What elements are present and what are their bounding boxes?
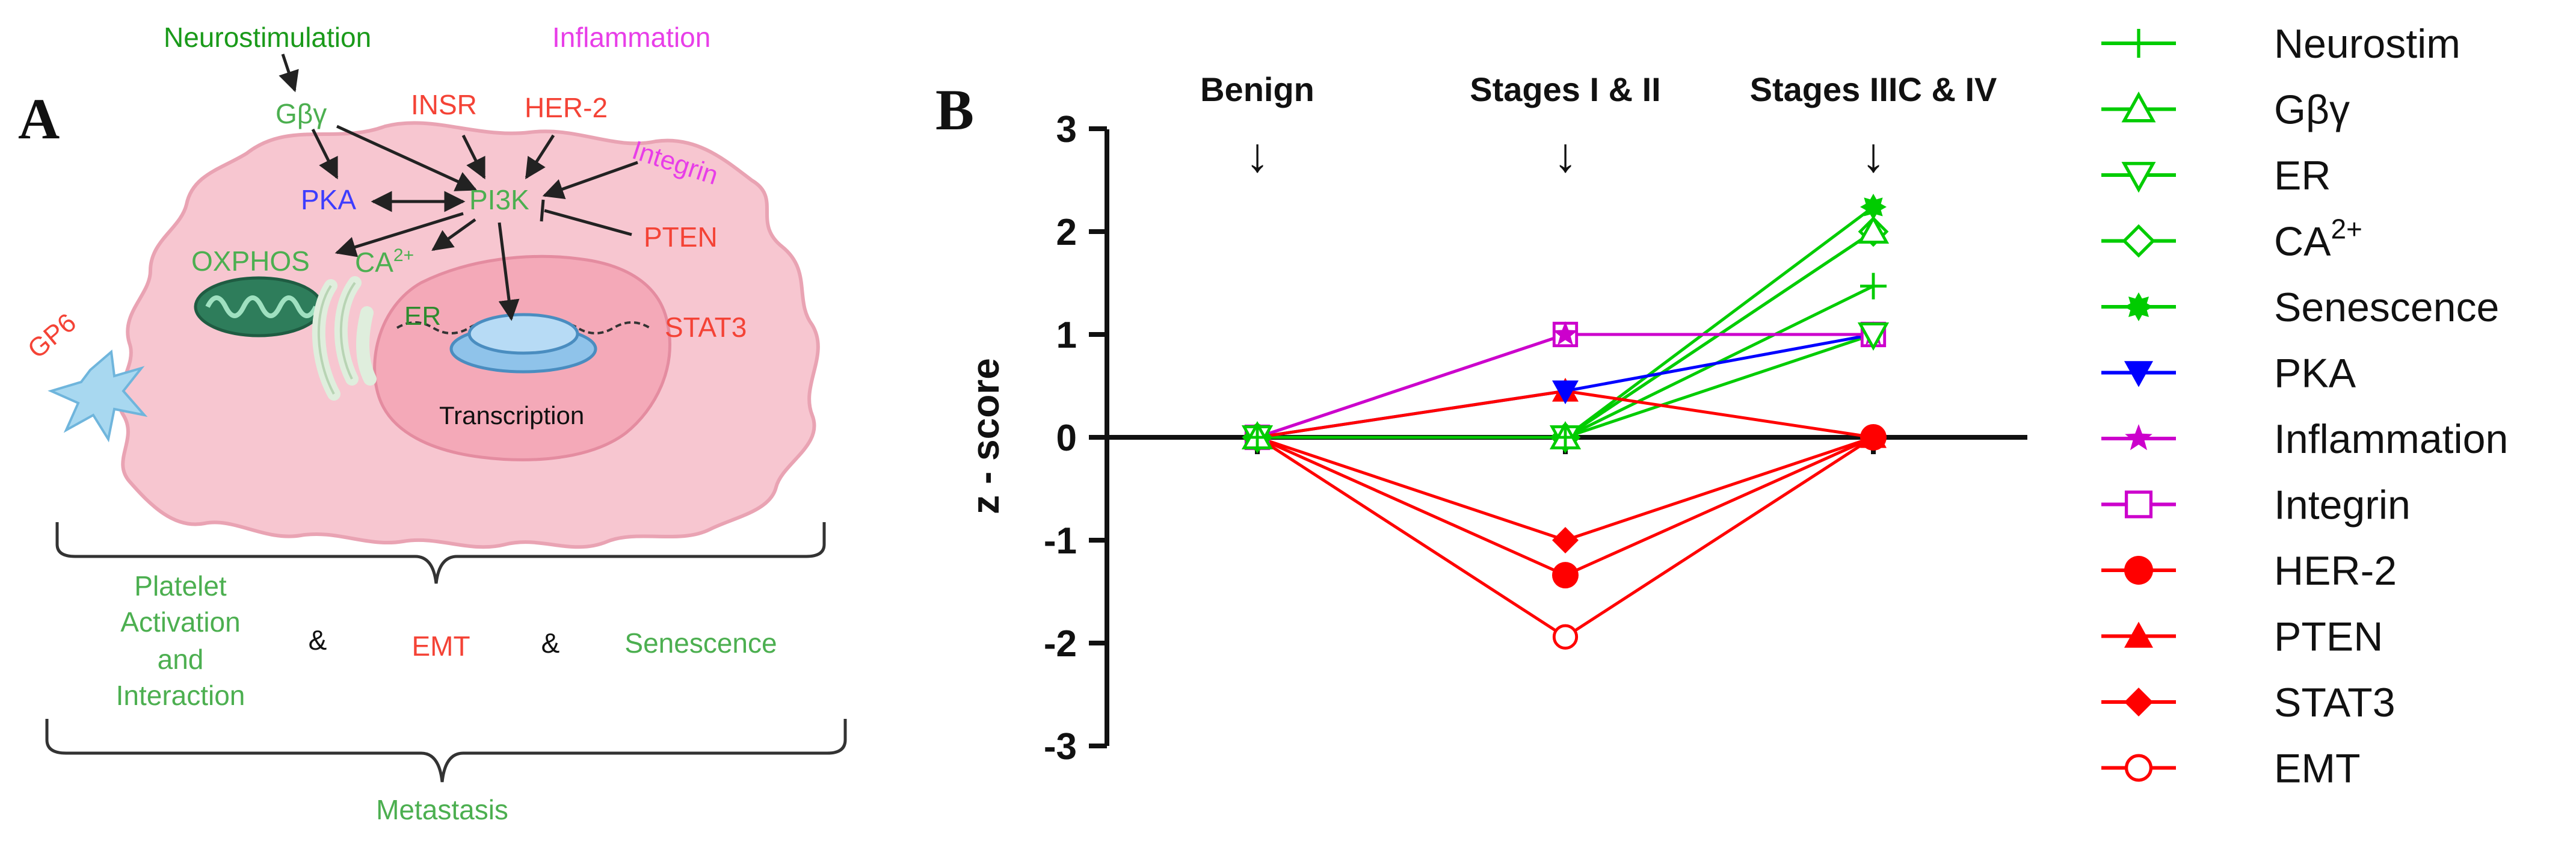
legend-marker — [2121, 162, 2156, 193]
legend-marker — [2124, 556, 2153, 585]
legend-label: CA2+ — [2274, 214, 2362, 265]
series-line — [1257, 285, 1875, 439]
dna-strand-icon — [396, 321, 651, 334]
legend-marker — [2124, 292, 2153, 321]
stage-arrow-icon: ↓ — [1553, 128, 1577, 182]
y-ticks: -3 -2 -1 0 1 2 3 — [1044, 109, 1107, 768]
legend-label: Senescence — [2274, 285, 2499, 330]
legend-label: PKA — [2274, 351, 2356, 396]
y-tick-label: 1 — [1056, 315, 1077, 356]
label-oxphos: OXPHOS — [191, 245, 310, 277]
series-markers — [1241, 194, 1890, 650]
legend-label: Gβγ — [2274, 87, 2350, 133]
data-point-marker — [1857, 215, 1890, 244]
label-platelet-4: Interaction — [116, 680, 245, 711]
label-inflammation: Inflammation — [552, 22, 710, 53]
y-tick-label: 2 — [1056, 212, 1077, 253]
x-category-label: Stages I & II — [1470, 70, 1660, 108]
x-categories: Benign ↓ Stages I & II ↓ Stages IIIC & IV ↓ — [1200, 70, 1997, 454]
legend-marker — [2124, 688, 2153, 716]
legend-marker — [2124, 361, 2153, 387]
data-point-marker — [1244, 424, 1271, 451]
data-point-marker — [1552, 527, 1579, 553]
data-point-marker — [1860, 424, 1887, 451]
label-insr: INSR — [411, 89, 477, 120]
y-tick-label: -1 — [1044, 520, 1077, 562]
label-pka: PKA — [301, 184, 356, 215]
label-pi3k: PI3K — [469, 184, 529, 215]
label-her2: HER-2 — [525, 92, 608, 123]
label-gp6: GP6 — [22, 308, 82, 365]
label-metastasis: Metastasis — [376, 794, 508, 825]
label-er: ER — [404, 301, 441, 331]
signaling-arrows — [279, 54, 638, 321]
label-gbg: Gβγ — [276, 98, 327, 129]
label-platelet-3: and — [158, 644, 204, 675]
legend-marker — [2124, 621, 2153, 648]
legend-label: Integrin — [2274, 482, 2411, 528]
y-tick-label: -2 — [1044, 623, 1077, 665]
data-point-marker — [1552, 624, 1579, 650]
label-stat3: STAT3 — [665, 312, 747, 343]
legend-marker — [2121, 91, 2156, 123]
stage-arrow-icon: ↓ — [1245, 128, 1269, 182]
polymerase-icon — [449, 313, 597, 374]
y-axis-title: z - score — [964, 358, 1007, 514]
label-ca: CA2+ — [355, 245, 414, 278]
legend-label: PTEN — [2274, 614, 2383, 660]
label-platelet-1: Platelet — [134, 570, 227, 602]
legend-label: EMT — [2274, 746, 2361, 792]
legend-label: Inflammation — [2274, 416, 2508, 462]
brace-upper — [55, 522, 826, 584]
panel-b-label: B — [935, 78, 974, 142]
y-tick-label: 0 — [1056, 417, 1077, 459]
data-point-marker — [1552, 380, 1579, 405]
label-amp-1: & — [309, 624, 327, 656]
label-platelet-2: Activation — [120, 606, 240, 638]
legend: Neurostim Gβγ ER CA2+ Senescence PKA Inflammat… — [2101, 21, 2508, 792]
mitochondrion-icon — [194, 276, 324, 337]
legend-label: HER-2 — [2274, 548, 2397, 594]
platelet-icon — [48, 350, 148, 443]
legend-label: ER — [2274, 153, 2331, 199]
legend-marker — [2125, 424, 2152, 451]
legend-label: Neurostim — [2274, 21, 2460, 67]
label-emt: EMT — [411, 630, 470, 662]
y-tick-label: -3 — [1044, 726, 1077, 768]
panel-a-diagram: A — [18, 22, 847, 825]
panel-b-chart: B z - score -3 -2 -1 0 1 2 3 Benign ↓ Stages I &… — [935, 21, 2508, 792]
brace-lower — [45, 719, 847, 783]
label-neurostimulation: Neurostimulation — [164, 22, 371, 53]
x-category-label: Benign — [1200, 70, 1314, 108]
legend-marker — [2124, 754, 2153, 782]
label-transcription: Transcription — [439, 401, 584, 430]
x-category-label: Stages IIIC & IV — [1750, 70, 1997, 108]
data-point-marker — [1857, 322, 1890, 351]
legend-marker — [2122, 224, 2155, 258]
label-pten: PTEN — [644, 221, 718, 253]
data-point-marker — [1552, 562, 1579, 589]
stage-arrow-icon: ↓ — [1861, 128, 1885, 182]
y-tick-label: 3 — [1056, 109, 1077, 150]
data-point-marker — [1552, 424, 1579, 451]
data-point-marker — [1860, 273, 1887, 300]
legend-marker — [2124, 490, 2153, 519]
data-point-marker — [1553, 321, 1578, 345]
label-senescence: Senescence — [624, 627, 777, 659]
data-point-marker — [1860, 194, 1887, 220]
series-line — [1256, 436, 1875, 577]
legend-marker — [2124, 29, 2153, 58]
panel-a-label: A — [18, 87, 60, 151]
legend-label: STAT3 — [2274, 680, 2396, 725]
label-amp-2: & — [541, 627, 560, 659]
